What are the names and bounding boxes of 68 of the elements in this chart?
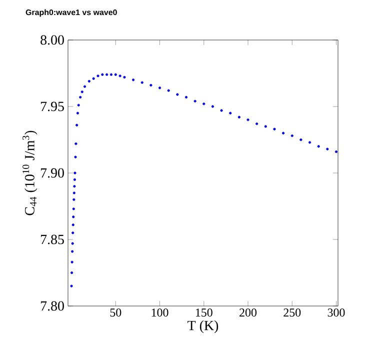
point	[72, 216, 75, 218]
point	[71, 250, 74, 253]
point	[88, 80, 90, 83]
point	[246, 118, 250, 122]
x-tick-label: 300	[328, 308, 345, 317]
point	[106, 73, 108, 76]
y-tick-label: 7.80	[40, 301, 64, 311]
point	[238, 116, 240, 118]
point	[77, 104, 80, 106]
point	[118, 74, 122, 78]
point	[158, 86, 162, 90]
point	[71, 242, 74, 245]
point	[70, 284, 73, 288]
point	[110, 73, 113, 76]
point	[290, 134, 294, 138]
point	[83, 85, 86, 88]
point	[334, 150, 338, 154]
point	[72, 232, 74, 234]
point	[73, 185, 76, 188]
point	[194, 100, 196, 102]
point	[229, 112, 232, 114]
point	[308, 141, 312, 144]
point	[326, 148, 329, 150]
y-tick-label: 7.95	[40, 102, 64, 112]
point	[79, 96, 82, 98]
point	[72, 198, 76, 201]
point	[123, 76, 126, 79]
point	[264, 125, 267, 128]
point	[80, 90, 84, 94]
point	[74, 156, 77, 158]
point	[256, 122, 258, 126]
point	[92, 77, 95, 80]
point	[70, 271, 74, 274]
y-tick-label: 7.85	[40, 234, 64, 244]
x-tick-label: 200	[240, 308, 257, 317]
point	[167, 89, 170, 92]
y-axis-title: C$_{44}$ (10$^{10}$ J/m$^{3}$)	[22, 130, 38, 216]
point	[96, 74, 100, 78]
point	[282, 132, 285, 134]
y-tick-label: 7.90	[40, 168, 64, 178]
point	[76, 124, 78, 126]
point	[184, 96, 188, 98]
point	[273, 128, 276, 130]
point	[76, 112, 79, 114]
point	[317, 145, 320, 148]
x-axis-title: T (K)	[188, 320, 218, 334]
y-tick-label: 8.00	[40, 35, 64, 45]
point	[140, 81, 144, 84]
point	[73, 178, 76, 181]
point	[150, 84, 152, 87]
x-tick-label: 250	[284, 308, 301, 317]
point	[202, 102, 206, 106]
point	[74, 142, 78, 146]
point	[114, 73, 117, 76]
point	[211, 105, 214, 108]
point	[300, 138, 302, 142]
point	[72, 224, 74, 226]
point	[176, 93, 179, 96]
point	[72, 208, 75, 210]
point	[220, 109, 223, 112]
point	[72, 192, 76, 194]
point	[101, 73, 104, 76]
x-tick-label: 50	[110, 308, 122, 317]
x-tick-label: 100	[152, 308, 168, 317]
point	[132, 78, 135, 82]
point	[74, 172, 76, 174]
x-tick-label: 150	[196, 308, 212, 317]
point	[70, 260, 74, 264]
